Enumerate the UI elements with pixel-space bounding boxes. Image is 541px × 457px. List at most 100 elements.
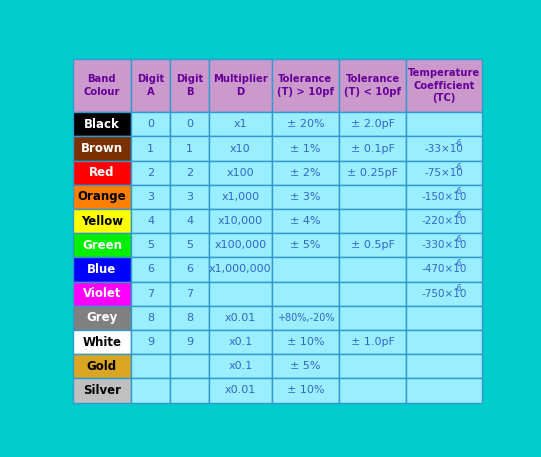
Bar bbox=[72, 209, 131, 233]
Bar bbox=[209, 306, 272, 330]
Bar bbox=[339, 330, 406, 354]
Bar bbox=[209, 354, 272, 378]
Bar bbox=[209, 112, 272, 137]
Bar bbox=[131, 330, 170, 354]
Bar bbox=[209, 137, 272, 161]
Text: -220×10: -220×10 bbox=[421, 216, 467, 226]
Text: 5: 5 bbox=[147, 240, 154, 250]
Text: White: White bbox=[82, 335, 121, 349]
Bar bbox=[406, 161, 482, 185]
Text: -75×10: -75×10 bbox=[425, 168, 464, 178]
Text: ± 5%: ± 5% bbox=[290, 240, 321, 250]
Bar bbox=[339, 161, 406, 185]
Bar bbox=[272, 306, 339, 330]
Bar bbox=[72, 378, 131, 403]
Text: Temperature
Coefficient
(TC): Temperature Coefficient (TC) bbox=[408, 68, 480, 103]
Bar bbox=[72, 233, 131, 257]
Bar bbox=[339, 378, 406, 403]
Bar bbox=[131, 185, 170, 209]
Text: -6: -6 bbox=[455, 211, 463, 220]
Bar bbox=[170, 209, 209, 233]
Text: -6: -6 bbox=[455, 260, 463, 268]
Text: ± 2.0pF: ± 2.0pF bbox=[351, 119, 394, 129]
Text: Multiplier
D: Multiplier D bbox=[213, 74, 268, 97]
Text: -33×10: -33×10 bbox=[425, 143, 464, 154]
Text: ± 0.1pF: ± 0.1pF bbox=[351, 143, 394, 154]
Bar bbox=[72, 354, 131, 378]
Bar bbox=[406, 257, 482, 282]
Bar bbox=[339, 257, 406, 282]
Text: 7: 7 bbox=[186, 289, 193, 299]
Bar bbox=[209, 233, 272, 257]
Bar bbox=[406, 330, 482, 354]
Bar bbox=[339, 233, 406, 257]
Text: Grey: Grey bbox=[86, 311, 117, 324]
Bar bbox=[131, 59, 170, 112]
Text: Orange: Orange bbox=[77, 191, 126, 203]
Text: -6: -6 bbox=[455, 235, 463, 244]
Bar bbox=[170, 137, 209, 161]
Bar bbox=[72, 185, 131, 209]
Bar bbox=[72, 161, 131, 185]
Bar bbox=[170, 354, 209, 378]
Text: -6: -6 bbox=[455, 163, 463, 172]
Text: x1,000,000: x1,000,000 bbox=[209, 265, 272, 275]
Bar bbox=[272, 257, 339, 282]
Bar bbox=[209, 161, 272, 185]
Bar bbox=[131, 161, 170, 185]
Bar bbox=[131, 354, 170, 378]
Bar bbox=[406, 282, 482, 306]
Bar bbox=[170, 257, 209, 282]
Text: 0: 0 bbox=[147, 119, 154, 129]
Text: ± 1%: ± 1% bbox=[290, 143, 321, 154]
Bar bbox=[170, 306, 209, 330]
Text: Digit
B: Digit B bbox=[176, 74, 203, 97]
Text: ± 2%: ± 2% bbox=[290, 168, 321, 178]
Bar bbox=[170, 185, 209, 209]
Bar bbox=[406, 233, 482, 257]
Text: 0: 0 bbox=[186, 119, 193, 129]
Text: -6: -6 bbox=[455, 138, 463, 148]
Text: x10,000: x10,000 bbox=[218, 216, 263, 226]
Bar bbox=[131, 257, 170, 282]
Bar bbox=[131, 209, 170, 233]
Text: Green: Green bbox=[82, 239, 122, 252]
Bar bbox=[272, 282, 339, 306]
Bar bbox=[72, 282, 131, 306]
Text: 6: 6 bbox=[186, 265, 193, 275]
Bar bbox=[272, 185, 339, 209]
Text: 9: 9 bbox=[147, 337, 154, 347]
Text: 4: 4 bbox=[186, 216, 193, 226]
Text: 1: 1 bbox=[186, 143, 193, 154]
Bar bbox=[209, 378, 272, 403]
Bar bbox=[209, 209, 272, 233]
Bar bbox=[272, 233, 339, 257]
Text: ± 1.0pF: ± 1.0pF bbox=[351, 337, 394, 347]
Text: +80%,-20%: +80%,-20% bbox=[276, 313, 334, 323]
Text: ± 4%: ± 4% bbox=[290, 216, 321, 226]
Bar bbox=[406, 306, 482, 330]
Text: x0.1: x0.1 bbox=[228, 337, 253, 347]
Text: x1: x1 bbox=[234, 119, 247, 129]
Text: x100,000: x100,000 bbox=[214, 240, 267, 250]
Bar bbox=[339, 137, 406, 161]
Text: ± 10%: ± 10% bbox=[287, 337, 324, 347]
Text: 9: 9 bbox=[186, 337, 193, 347]
Bar bbox=[72, 330, 131, 354]
Bar bbox=[72, 59, 131, 112]
Bar bbox=[209, 59, 272, 112]
Bar bbox=[406, 185, 482, 209]
Bar bbox=[72, 257, 131, 282]
Text: Band
Colour: Band Colour bbox=[84, 74, 120, 97]
Bar bbox=[209, 185, 272, 209]
Bar bbox=[72, 137, 131, 161]
Text: Gold: Gold bbox=[87, 360, 117, 373]
Bar bbox=[209, 257, 272, 282]
Bar bbox=[272, 137, 339, 161]
Bar bbox=[272, 112, 339, 137]
Text: 8: 8 bbox=[147, 313, 154, 323]
Bar bbox=[170, 233, 209, 257]
Text: 3: 3 bbox=[186, 192, 193, 202]
Text: x1,000: x1,000 bbox=[221, 192, 260, 202]
Text: x0.1: x0.1 bbox=[228, 361, 253, 371]
